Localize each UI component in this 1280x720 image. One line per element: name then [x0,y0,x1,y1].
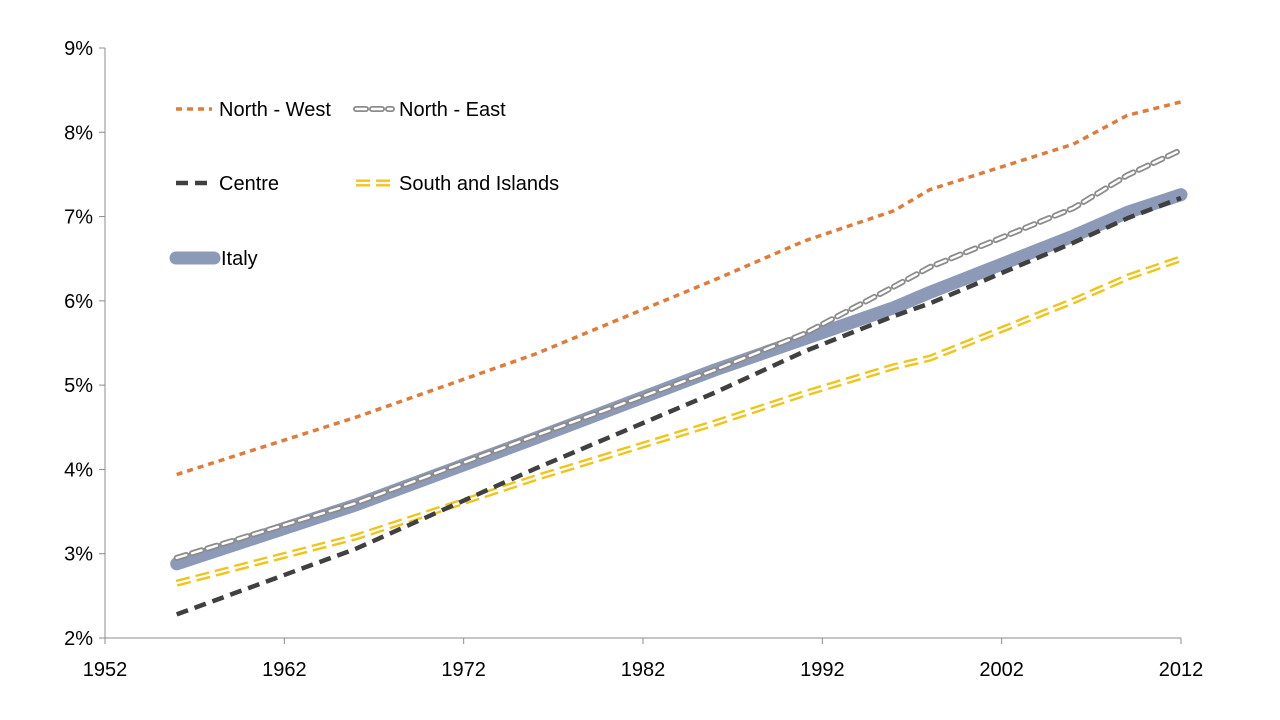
y-tick-label: 2% [64,628,93,650]
legend-item-north-west: North - West [176,99,331,121]
x-tick-label: 2012 [1159,659,1204,681]
series-layer [170,100,1188,617]
series-line-south-and-islands [175,255,1183,587]
x-tick-label: 2002 [979,659,1024,681]
series-line-north-east [173,147,1184,561]
y-tick-label: 5% [64,375,93,397]
y-tick-label: 3% [64,544,93,566]
legend-item-centre: Centre [176,173,279,195]
y-tick-label: 4% [64,459,93,481]
y-tick-label: 8% [64,122,93,144]
legend-label: Centre [219,173,279,195]
x-tick-label: 1992 [800,659,845,681]
legend-item-south-and-islands: South and Islands [356,173,559,195]
legend-label: Italy [221,248,258,270]
legend-item-italy: Italy [169,248,258,270]
y-tick-label: 6% [64,291,93,313]
x-tick-label: 1952 [83,659,128,681]
legend-label: North - West [219,99,331,121]
legend-label: South and Islands [399,173,559,195]
legend-label: North - East [399,99,506,121]
legend: North - West North - East Centre South and … [169,99,559,270]
series-line-north-west [176,100,1182,477]
series-line-italy [170,188,1188,571]
series-line-centre [175,195,1182,617]
axes: 2% 3% 4% 5% 6% 7% 8% 9% 1952 1962 1972 1982 1992 2002… [64,38,1203,681]
x-tick-label: 1962 [262,659,307,681]
x-tick-label: 1982 [621,659,666,681]
legend-item-north-east: North - East [353,99,506,121]
x-tick-label: 1972 [441,659,486,681]
y-tick-label: 7% [64,207,93,229]
y-tick-label: 9% [64,38,93,60]
